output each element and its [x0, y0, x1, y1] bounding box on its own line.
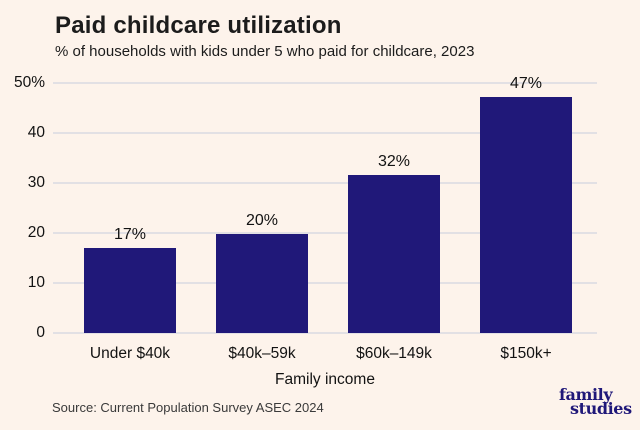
x-tick-label: Under $40k — [89, 345, 171, 362]
bar-1 — [84, 248, 176, 333]
y-tick-label: 0 — [36, 324, 45, 341]
bar-3 — [348, 174, 440, 333]
y-tick-label: 50% — [13, 74, 45, 91]
x-tick-label: $150k+ — [500, 345, 552, 362]
y-tick-label: 10 — [27, 274, 45, 291]
bar-2 — [216, 234, 308, 333]
gridline-10 — [53, 282, 597, 284]
x-tick-label: $40k–59k — [228, 345, 296, 362]
bar-value-label: 17% — [113, 226, 147, 243]
bar-value-label: 32% — [377, 152, 411, 170]
y-tick-label: 30 — [27, 174, 45, 191]
gridline-50 — [53, 82, 597, 84]
gridline-30 — [53, 182, 597, 184]
chart-title: Paid childcare utilization — [55, 12, 342, 39]
gridline-0 — [53, 332, 597, 334]
logo-line-2: studies — [570, 399, 632, 418]
family-studies-logo: family studies — [559, 385, 632, 418]
gridline-40 — [53, 132, 597, 134]
x-tick-label: $60k–149k — [356, 345, 432, 362]
y-tick-label: 20 — [27, 224, 45, 241]
chart-subtitle: % of households with kids under 5 who pa… — [55, 43, 475, 60]
source-note: Source: Current Population Survey ASEC 2… — [52, 400, 324, 415]
x-axis-title: Family income — [275, 371, 375, 388]
logo-line-1: family — [559, 385, 613, 404]
gridline-20 — [53, 232, 597, 234]
bar-value-label: 47% — [509, 74, 543, 92]
bar-value-label: 20% — [245, 212, 279, 229]
y-tick-label: 40 — [27, 124, 45, 141]
bar-4 — [480, 96, 572, 333]
